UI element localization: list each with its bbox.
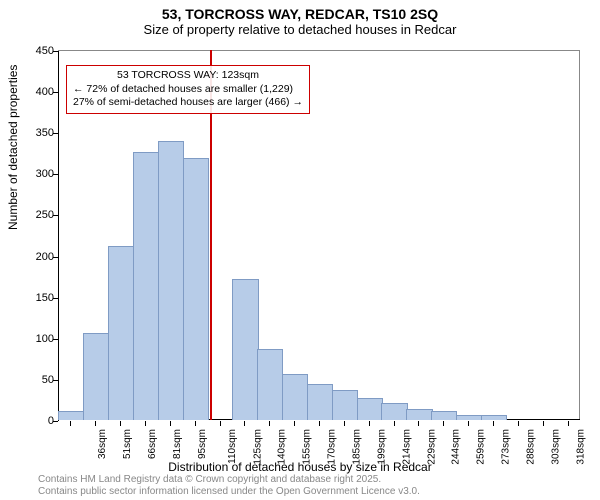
histogram-bar (282, 374, 308, 420)
histogram-bar (133, 152, 159, 420)
annotation-line: 27% of semi-detached houses are larger (… (73, 96, 303, 110)
x-tick-label: 110sqm (227, 429, 238, 464)
x-tick-label: 36sqm (97, 429, 108, 459)
histogram-bar (58, 411, 84, 420)
annotation-box: 53 TORCROSS WAY: 123sqm← 72% of detached… (66, 65, 310, 114)
y-tick-label: 400 (24, 86, 54, 98)
histogram-bar (481, 415, 507, 420)
x-tick-label: 66sqm (147, 429, 158, 459)
title-block: 53, TORCROSS WAY, REDCAR, TS10 2SQ Size … (0, 0, 600, 37)
annotation-line: ← 72% of detached houses are smaller (1,… (73, 83, 303, 97)
chart-subtitle: Size of property relative to detached ho… (0, 22, 600, 37)
histogram-bar (456, 415, 482, 420)
plot-area: 05010015020025030035040045036sqm51sqm66s… (58, 50, 580, 420)
y-tick-label: 450 (24, 45, 54, 57)
histogram-bar (332, 390, 358, 420)
x-tick-label: 81sqm (172, 429, 183, 459)
y-axis-label: Number of detached properties (6, 65, 20, 230)
y-tick-label: 200 (24, 251, 54, 263)
x-tick-label: 51sqm (122, 429, 133, 459)
y-tick-label: 350 (24, 127, 54, 139)
chart-title: 53, TORCROSS WAY, REDCAR, TS10 2SQ (0, 6, 600, 22)
histogram-bar (357, 398, 383, 420)
x-tick-label: 95sqm (197, 429, 208, 459)
histogram-bar (232, 279, 258, 420)
plot-inner: 05010015020025030035040045036sqm51sqm66s… (58, 50, 580, 420)
histogram-bar (431, 411, 457, 420)
y-tick-label: 300 (24, 168, 54, 180)
histogram-bar (183, 158, 209, 420)
footer-line2: Contains public sector information licen… (38, 486, 420, 498)
histogram-bar (406, 409, 432, 420)
y-tick-label: 50 (24, 374, 54, 386)
histogram-bar (257, 349, 283, 420)
histogram-bar (108, 246, 134, 420)
footer-attribution: Contains HM Land Registry data © Crown c… (38, 474, 420, 498)
histogram-bar (307, 384, 333, 420)
chart-container: 53, TORCROSS WAY, REDCAR, TS10 2SQ Size … (0, 0, 600, 500)
y-tick-label: 100 (24, 333, 54, 345)
histogram-bar (158, 141, 184, 420)
y-tick-label: 150 (24, 292, 54, 304)
annotation-line: 53 TORCROSS WAY: 123sqm (73, 69, 303, 83)
y-tick-label: 250 (24, 209, 54, 221)
footer-line1: Contains HM Land Registry data © Crown c… (38, 474, 420, 486)
y-tick-label: 0 (24, 415, 54, 427)
histogram-bar (83, 333, 109, 420)
histogram-bar (381, 403, 407, 420)
x-axis-label: Distribution of detached houses by size … (0, 460, 600, 474)
